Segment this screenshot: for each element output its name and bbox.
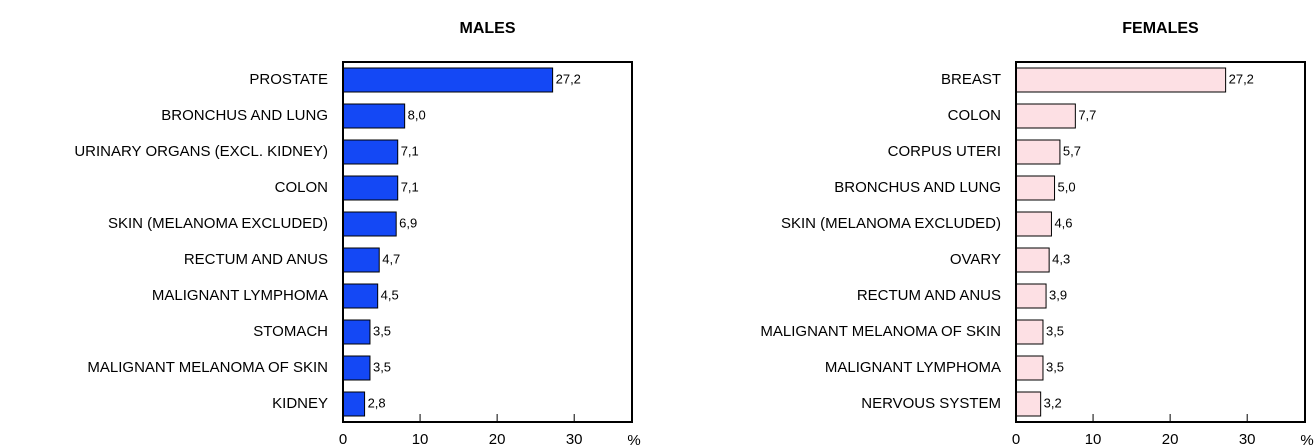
category-label: RECTUM AND ANUS [184, 251, 328, 268]
category-label: PROSTATE [249, 71, 328, 88]
value-label: 3,5 [373, 323, 391, 338]
value-label: 4,7 [382, 251, 400, 266]
category-label: COLON [948, 107, 1001, 124]
value-label: 2,8 [368, 395, 386, 410]
x-tick-label: 10 [412, 431, 429, 447]
bar [1015, 211, 1052, 237]
value-label: 7,7 [1078, 107, 1096, 122]
bar [342, 67, 554, 93]
x-tick-label: 0 [339, 431, 347, 447]
bar [1015, 247, 1050, 273]
category-label: BREAST [941, 71, 1001, 88]
value-label: 3,2 [1044, 395, 1062, 410]
x-tick-label: 30 [566, 431, 583, 447]
value-label: 3,5 [1046, 323, 1064, 338]
bar [342, 319, 371, 345]
bar [1015, 391, 1042, 417]
x-tick-label: 10 [1085, 431, 1102, 447]
category-label: KIDNEY [272, 395, 328, 412]
category-label: SKIN (MELANOMA EXCLUDED) [781, 215, 1001, 232]
chart-title: FEMALES [1122, 20, 1199, 37]
bar [1015, 139, 1061, 165]
plot-frame [342, 61, 633, 423]
category-label: STOMACH [253, 323, 328, 340]
bar [342, 283, 379, 309]
bar [1015, 283, 1047, 309]
bar [342, 175, 399, 201]
bar [342, 103, 406, 129]
bar [1015, 319, 1044, 345]
x-tick-label: 30 [1239, 431, 1256, 447]
plot-frame [1015, 61, 1306, 423]
value-label: 4,6 [1054, 215, 1072, 230]
category-label: NERVOUS SYSTEM [861, 395, 1001, 412]
bar [1015, 355, 1044, 381]
category-label: MALIGNANT LYMPHOMA [152, 287, 328, 304]
value-label: 4,5 [381, 287, 399, 302]
value-label: 3,9 [1049, 287, 1067, 302]
bar [342, 391, 366, 417]
value-label: 27,2 [556, 71, 581, 86]
value-label: 3,5 [1046, 359, 1064, 374]
category-label: SKIN (MELANOMA EXCLUDED) [108, 215, 328, 232]
category-label: MALIGNANT LYMPHOMA [825, 359, 1001, 376]
category-label: MALIGNANT MELANOMA OF SKIN [87, 359, 328, 376]
value-label: 3,5 [373, 359, 391, 374]
category-label: CORPUS UTERI [888, 143, 1001, 160]
category-label: BRONCHUS AND LUNG [834, 179, 1001, 196]
chart-title: MALES [460, 20, 516, 37]
category-label: RECTUM AND ANUS [857, 287, 1001, 304]
value-label: 8,0 [408, 107, 426, 122]
bar [342, 211, 397, 237]
x-tick-label: 20 [1162, 431, 1179, 447]
bar [342, 139, 399, 165]
value-label: 5,7 [1063, 143, 1081, 158]
x-tick-label: 0 [1012, 431, 1020, 447]
x-axis-label: % [627, 432, 640, 447]
x-tick-label: 20 [489, 431, 506, 447]
category-label: MALIGNANT MELANOMA OF SKIN [760, 323, 1001, 340]
bar [342, 247, 380, 273]
category-label: BRONCHUS AND LUNG [161, 107, 328, 124]
category-label: OVARY [950, 251, 1001, 268]
value-label: 7,1 [401, 143, 419, 158]
bar [342, 355, 371, 381]
value-label: 4,3 [1052, 251, 1070, 266]
value-label: 27,2 [1229, 71, 1254, 86]
value-label: 6,9 [399, 215, 417, 230]
bar [1015, 103, 1076, 129]
value-label: 7,1 [401, 179, 419, 194]
bar [1015, 67, 1227, 93]
x-axis-label: % [1300, 432, 1313, 447]
value-label: 5,0 [1058, 179, 1076, 194]
category-label: COLON [275, 179, 328, 196]
bar [1015, 175, 1056, 201]
category-label: URINARY ORGANS (EXCL. KIDNEY) [74, 143, 328, 160]
